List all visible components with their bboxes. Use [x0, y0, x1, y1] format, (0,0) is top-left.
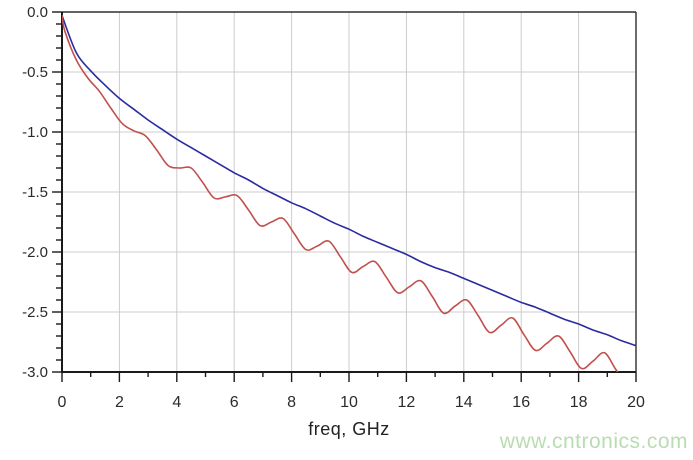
rippled-attenuation-curve-path — [62, 14, 619, 372]
x-tick-label: 18 — [570, 394, 588, 411]
x-tick-label: 0 — [58, 394, 67, 411]
y-tick-label: -1.5 — [22, 184, 48, 201]
x-tick-label: 4 — [172, 394, 181, 411]
x-tick-label: 20 — [627, 394, 645, 411]
y-tick-label: -3.0 — [22, 364, 48, 381]
x-tick-label: 14 — [455, 394, 473, 411]
watermark-text: www.cntronics.com — [499, 430, 688, 453]
x-tick-label: 2 — [115, 394, 124, 411]
smooth-attenuation-curve-path — [62, 14, 636, 347]
x-axis-title: freq, GHz — [308, 419, 390, 439]
y-tick-label: -2.0 — [22, 244, 48, 261]
x-tick-label: 6 — [230, 394, 239, 411]
x-tick-label: 12 — [398, 394, 416, 411]
x-tick-label: 16 — [512, 394, 530, 411]
y-tick-label: -1.0 — [22, 124, 48, 141]
y-tick-label: 0.0 — [27, 4, 48, 21]
x-tick-label: 10 — [340, 394, 358, 411]
y-tick-label: -0.5 — [22, 64, 48, 81]
y-tick-label: -2.5 — [22, 304, 48, 321]
x-tick-label: 8 — [287, 394, 296, 411]
